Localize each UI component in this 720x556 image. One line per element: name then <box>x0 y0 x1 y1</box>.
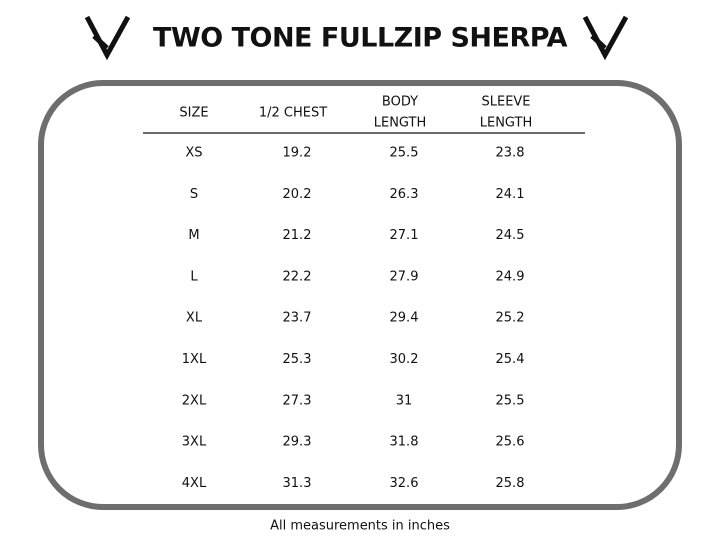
size-label: XS <box>185 146 202 161</box>
measurement: 24.9 <box>496 269 525 284</box>
measurement: 25.2 <box>496 311 525 326</box>
measurement: 27.9 <box>390 269 419 284</box>
size-label: S <box>190 187 198 202</box>
size-label: L <box>190 269 198 284</box>
column-header: LENGTH <box>374 116 427 131</box>
logo-right <box>582 15 629 61</box>
title: TWO TONE FULLZIP SHERPA <box>153 23 568 54</box>
measurement: 27.3 <box>283 393 312 408</box>
measurement: 26.3 <box>390 187 419 202</box>
size-label: 1XL <box>182 352 207 367</box>
column-header: SLEEVE <box>481 95 530 110</box>
measurement: 22.2 <box>283 269 312 284</box>
measurement: 20.2 <box>283 187 312 202</box>
size-label: XL <box>186 311 203 326</box>
footnote: All measurements in inches <box>270 519 450 534</box>
measurement: 30.2 <box>390 352 419 367</box>
column-header: SIZE <box>179 106 208 121</box>
measurement: 31.3 <box>283 476 312 491</box>
measurement: 25.5 <box>496 393 525 408</box>
size-label: 4XL <box>182 476 207 491</box>
measurement: 31 <box>396 393 413 408</box>
measurement: 21.2 <box>283 228 312 243</box>
logo-left <box>84 15 131 61</box>
measurement: 29.3 <box>283 435 312 450</box>
measurement: 23.7 <box>283 311 312 326</box>
column-header: LENGTH <box>480 116 533 131</box>
column-header: 1/2 CHEST <box>259 106 327 121</box>
measurement: 25.8 <box>496 476 525 491</box>
size-label: 2XL <box>182 393 207 408</box>
measurement: 25.3 <box>283 352 312 367</box>
measurement: 25.4 <box>496 352 525 367</box>
measurement: 25.6 <box>496 435 525 450</box>
measurement: 24.1 <box>496 187 525 202</box>
measurement: 23.8 <box>496 146 525 161</box>
size-label: 3XL <box>182 435 207 450</box>
size-label: M <box>188 228 199 243</box>
measurement: 19.2 <box>283 146 312 161</box>
measurement: 27.1 <box>390 228 419 243</box>
measurement: 24.5 <box>496 228 525 243</box>
measurement: 25.5 <box>390 146 419 161</box>
measurement: 29.4 <box>390 311 419 326</box>
measurement: 31.8 <box>390 435 419 450</box>
column-header: BODY <box>382 95 418 110</box>
table-frame <box>38 80 682 510</box>
measurement: 32.6 <box>390 476 419 491</box>
